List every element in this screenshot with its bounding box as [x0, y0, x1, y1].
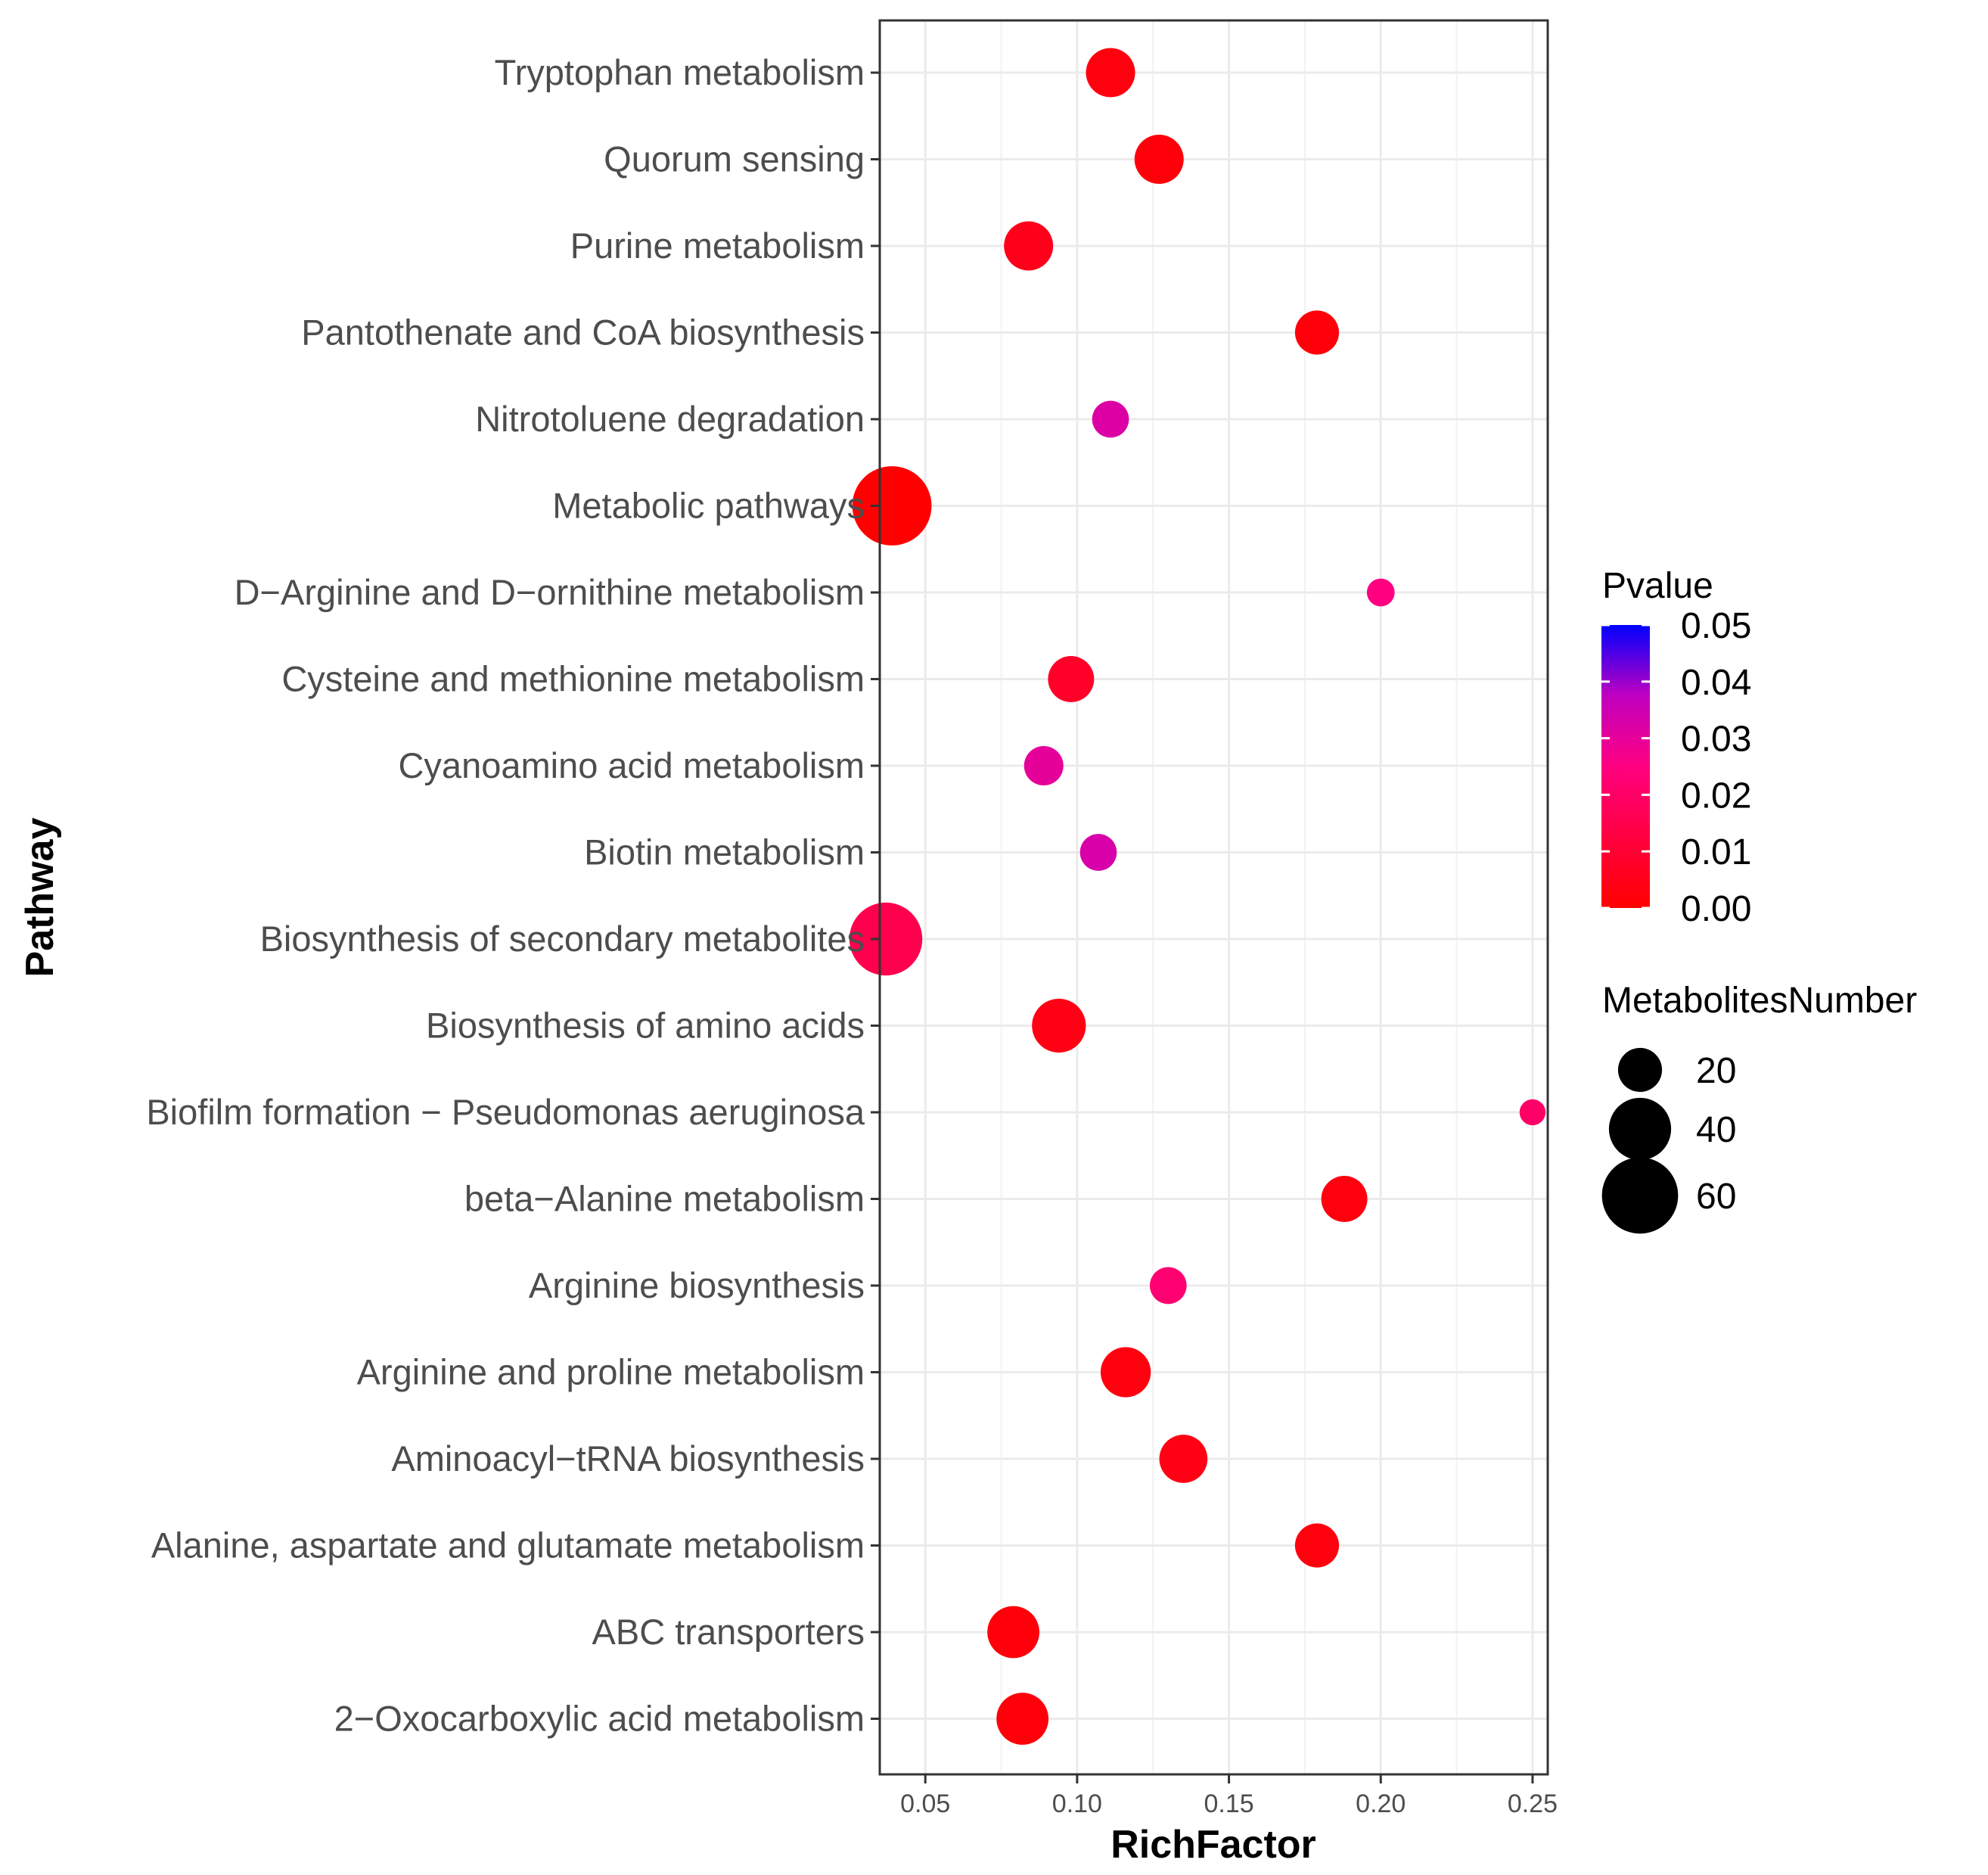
data-point: [1366, 578, 1395, 607]
color-legend-label: 0.02: [1681, 776, 1751, 816]
size-legend-dot: [1608, 1097, 1672, 1161]
data-point: [849, 902, 923, 976]
data-point: [1149, 1267, 1187, 1304]
y-tick-label: Biotin metabolism: [584, 832, 865, 872]
y-axis: Tryptophan metabolism Quorum sensing Purin…: [146, 52, 880, 1739]
color-legend-label: 0.01: [1681, 832, 1751, 872]
color-legend-ticks: 0.05 0.04 0.03 0.02 0.01 0.00: [1601, 606, 1751, 929]
y-tick-label: beta−Alanine metabolism: [464, 1179, 865, 1219]
color-legend-label: 0.05: [1681, 606, 1751, 646]
y-tick-label: Biosynthesis of secondary metabolites: [260, 919, 865, 959]
x-tick-label: 0.05: [900, 1789, 950, 1818]
grid-lines: [880, 20, 1548, 1774]
y-tick-label: ABC transporters: [592, 1612, 865, 1652]
size-legend-dot: [1617, 1047, 1663, 1093]
y-tick-label: 2−Oxocarboxylic acid metabolism: [334, 1699, 865, 1739]
y-axis-title: Pathway: [18, 817, 62, 977]
data-point: [852, 466, 932, 546]
size-legend-title: MetabolitesNumber: [1602, 981, 1917, 1021]
plot-background: [880, 20, 1548, 1774]
data-point: [1321, 1176, 1368, 1222]
color-legend: Pvalue 0.05 0.04 0.03 0.02 0.01 0.00: [1601, 566, 1751, 929]
size-legend-label: 40: [1696, 1110, 1736, 1150]
data-point: [1092, 400, 1129, 438]
y-tick-label: Pantothenate and CoA biosynthesis: [301, 312, 865, 353]
y-tick-label: Purine metabolism: [570, 225, 865, 266]
y-tick-label: D−Arginine and D−ornithine metabolism: [235, 572, 865, 612]
y-tick-label: Biosynthesis of amino acids: [426, 1006, 865, 1046]
color-legend-label: 0.04: [1681, 663, 1751, 703]
size-legend-label: 60: [1696, 1177, 1736, 1217]
y-tick-label: Metabolic pathways: [552, 486, 865, 526]
data-point: [1159, 1435, 1208, 1483]
x-tick-label: 0.25: [1508, 1789, 1558, 1818]
size-legend-label: 20: [1696, 1051, 1736, 1091]
y-tick-label: Cysteine and methionine metabolism: [281, 659, 865, 699]
size-legend-items: 20 40 60: [1601, 1047, 1736, 1234]
x-tick-label: 0.20: [1356, 1789, 1406, 1818]
color-legend-label: 0.03: [1681, 720, 1751, 760]
data-points: [849, 48, 1546, 1745]
y-tick-label: Arginine and proline metabolism: [357, 1352, 865, 1392]
y-tick-label: Biofilm formation − Pseudomonas aerugino…: [146, 1092, 865, 1132]
x-axis: 0.05 0.10 0.15 0.20 0.25: [900, 1774, 1558, 1818]
data-point: [1294, 310, 1340, 355]
y-tick-label: Arginine biosynthesis: [529, 1265, 865, 1305]
data-point: [987, 1606, 1039, 1659]
data-point: [1086, 48, 1135, 98]
size-legend-dot: [1601, 1157, 1679, 1234]
data-point: [1100, 1347, 1151, 1398]
color-legend-label: 0.00: [1681, 889, 1751, 929]
data-point: [1079, 834, 1117, 871]
data-point: [1048, 656, 1095, 702]
y-tick-label: Cyanoamino acid metabolism: [398, 745, 865, 785]
data-point: [1004, 221, 1054, 271]
y-tick-label: Quorum sensing: [604, 139, 865, 179]
x-tick-label: 0.15: [1204, 1789, 1253, 1818]
y-tick-label: Alanine, aspartate and glutamate metabol…: [151, 1525, 865, 1566]
y-tick-label: Nitrotoluene degradation: [475, 399, 865, 439]
plot-border: [878, 19, 1549, 1776]
x-axis-title: RichFactor: [1110, 1823, 1316, 1867]
color-legend-title: Pvalue: [1602, 566, 1713, 606]
data-point: [1134, 135, 1184, 184]
data-point: [1519, 1099, 1546, 1126]
x-tick-label: 0.10: [1052, 1789, 1102, 1818]
data-point: [1294, 1523, 1340, 1568]
data-point: [996, 1693, 1049, 1745]
y-tick-label: Tryptophan metabolism: [495, 52, 865, 92]
y-tick-label: Aminoacyl−tRNA biosynthesis: [391, 1438, 865, 1479]
size-legend: MetabolitesNumber 20 40 60: [1601, 981, 1917, 1234]
color-legend-bar: [1601, 625, 1650, 908]
data-point: [1032, 998, 1086, 1053]
data-point: [1024, 746, 1064, 785]
